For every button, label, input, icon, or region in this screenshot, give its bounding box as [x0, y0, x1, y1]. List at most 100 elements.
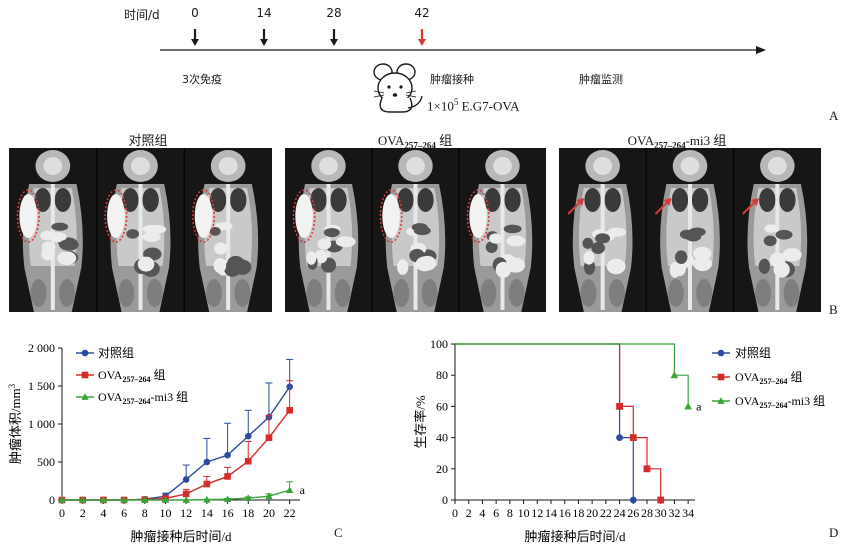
y-tick-label: 60 — [436, 399, 448, 413]
mri-panel-ova — [285, 148, 546, 312]
mri-mouse-scan — [292, 150, 359, 312]
timeline-arrow-day-0 — [191, 29, 199, 46]
significance-mark: a — [300, 483, 306, 497]
legend-label: OVA257–264-mi3 组 — [735, 394, 825, 410]
x-tick-label: 34 — [682, 506, 694, 520]
data-point — [629, 496, 637, 504]
x-tick-label: 16 — [559, 506, 571, 520]
data-point — [616, 403, 623, 410]
data-point — [141, 496, 149, 503]
data-point — [78, 496, 87, 503]
x-tick-label: 18 — [572, 506, 584, 520]
data-point — [224, 451, 231, 459]
data-point — [616, 434, 623, 441]
x-tick-label: 8 — [142, 506, 148, 520]
mri-mouse-scan — [466, 150, 533, 312]
x-tick-label: 2 — [466, 506, 472, 520]
data-point — [81, 349, 89, 357]
data-point — [182, 476, 190, 483]
timeline-axis-label: 时间/d — [124, 8, 160, 22]
y-tick-label: 40 — [436, 431, 448, 445]
tumor-region — [292, 189, 316, 243]
x-tick-label: 12 — [531, 506, 543, 520]
data-point — [81, 371, 89, 379]
series-0 — [58, 358, 294, 504]
x-tick-label: 0 — [452, 506, 458, 520]
series-2 — [455, 343, 692, 410]
mri-panel-control — [9, 148, 272, 312]
tumor-region — [16, 189, 40, 243]
timeline-arrow-day-14 — [260, 29, 268, 46]
panel-letter-a: A — [829, 108, 839, 123]
data-point — [244, 432, 252, 440]
dose-prefix: 1×10 — [427, 98, 454, 114]
data-point — [629, 434, 637, 441]
tumor-region — [104, 189, 128, 243]
tumor-inoculation-label: 肿瘤接种 — [430, 73, 474, 86]
x-tick-label: 4 — [479, 506, 485, 520]
data-point — [717, 397, 725, 404]
data-point — [203, 480, 211, 488]
y-tick-label: 100 — [430, 337, 448, 351]
timeline-arrowhead — [756, 46, 766, 54]
series-line — [62, 489, 290, 501]
data-point — [670, 371, 679, 379]
data-point — [717, 349, 725, 357]
legend-label: OVA257–264 组 — [98, 368, 165, 384]
mri-image-ova — [285, 148, 546, 312]
mouse-icon — [373, 63, 423, 113]
timeline-axis — [160, 29, 766, 54]
timeline-day-14: 14 — [256, 6, 272, 20]
series-1 — [455, 343, 665, 504]
timeline-day-28: 28 — [326, 6, 342, 20]
mri-mouse-scan — [192, 150, 259, 312]
panel-letter-b: B — [829, 302, 838, 317]
red-arrow-icon — [654, 198, 672, 215]
y-tick-label: 500 — [37, 455, 55, 469]
x-tick-label: 20 — [586, 506, 598, 520]
red-arrow-icon — [742, 198, 759, 215]
legend-item: OVA257–264-mi3 组 — [76, 390, 188, 406]
data-point — [223, 495, 232, 503]
legend-item: 对照组 — [712, 346, 771, 360]
legend-item: OVA257–264 组 — [76, 368, 165, 384]
data-point — [182, 496, 190, 503]
data-point — [717, 373, 725, 381]
mri-mouse-scan — [104, 150, 171, 312]
y-tick-label: 2 000 — [28, 341, 55, 355]
legend-label: OVA257–264 组 — [735, 370, 802, 386]
series-line — [62, 409, 291, 501]
mri-group-title-ova-mi3: OVA257–264-mi3 组 — [627, 133, 727, 151]
data-point — [657, 496, 665, 504]
y-tick-label: 80 — [436, 368, 448, 382]
x-tick-label: 20 — [263, 506, 275, 520]
chart-c-legend: 对照组 OVA257–264 组 OVA257–264-mi3 组 — [76, 346, 188, 406]
legend-item: OVA257–264-mi3 组 — [712, 394, 825, 410]
panel-letter-d: D — [829, 525, 839, 540]
data-point — [182, 490, 190, 498]
data-point — [203, 495, 211, 503]
x-tick-label: 22 — [600, 506, 612, 520]
data-point — [265, 434, 273, 441]
chart-d-legend: 对照组 OVA257–264 组 OVA257–264-mi3 组 — [712, 346, 825, 410]
data-point — [58, 496, 66, 503]
mri-image-ova-mi3 — [559, 148, 821, 312]
legend-item: OVA257–264 组 — [712, 370, 802, 386]
data-point — [244, 457, 252, 465]
y-tick-label: 0 — [49, 493, 55, 507]
x-axis-label: 肿瘤接种后时间/d — [524, 529, 626, 544]
panel-letter-c: C — [334, 525, 343, 540]
y-tick-label: 0 — [442, 493, 448, 507]
dose-label: 1×105 E.G7-OVA — [427, 97, 520, 114]
x-tick-label: 6 — [493, 506, 499, 520]
mri-group-title-ova: OVA257–264 组 — [377, 133, 453, 151]
survival-step-line — [455, 343, 662, 500]
timeline-day-0: 0 — [191, 6, 199, 20]
tumor-region — [192, 189, 216, 243]
tumor-region — [379, 189, 403, 243]
survival-step-line — [455, 343, 689, 407]
tumor-volume-chart: 0 500 1 000 1 500 2 000 0 2 4 6 8 10 12 14 16 18 20 22 肿瘤… — [7, 341, 306, 544]
tumor-region — [466, 189, 490, 243]
legend-label: 对照组 — [735, 346, 771, 360]
